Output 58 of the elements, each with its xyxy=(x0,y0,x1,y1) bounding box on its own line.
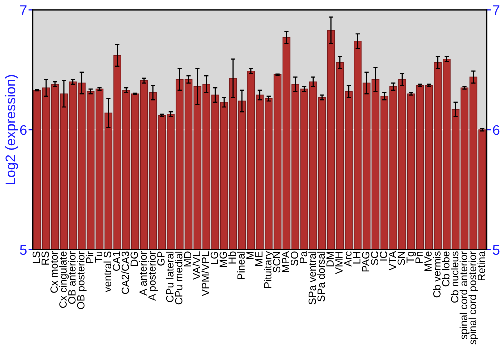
x-tick-label: SO xyxy=(291,252,298,266)
x-tick-label: VTA xyxy=(389,251,396,271)
x-tick-label: SPa dorsal xyxy=(317,252,326,302)
x-tick-label: SPa ventral xyxy=(308,252,316,305)
x-tick-label: Tu xyxy=(95,252,103,263)
x-tick-label: DG xyxy=(130,252,138,266)
x-tick-label: Cb lobe xyxy=(442,252,450,287)
x-tick-label: OB posterior xyxy=(77,251,87,310)
x-tick-label: Pa xyxy=(300,251,308,264)
x-tick-label: Cx cingulate xyxy=(59,252,70,308)
x-tick-label: MG xyxy=(220,252,228,268)
y-tick-label: 5 xyxy=(20,245,27,256)
x-tick-label: DM xyxy=(326,252,334,267)
x-tick-label: A posterior xyxy=(148,251,158,302)
x-tick-label: GP xyxy=(158,252,165,266)
x-tick-label: SCN xyxy=(273,252,281,273)
x-tick-label: CPu medial xyxy=(175,252,183,305)
x-tick-label: Pineal xyxy=(237,252,245,280)
y2-tick-label: 6 xyxy=(493,125,500,136)
x-tick-label: VA/VL xyxy=(192,252,200,280)
x-tick-label: A anterior xyxy=(139,251,148,296)
x-tick-label: LS xyxy=(32,252,40,264)
x-tick-label: Cx motor xyxy=(50,251,58,294)
x-tick-label: M xyxy=(246,252,254,260)
y-axis-title: Log2 (expression) xyxy=(5,75,18,184)
x-tick-label: LH xyxy=(353,252,361,264)
y2-tick-label: 7 xyxy=(493,6,500,16)
x-tick-label: OB anterior xyxy=(68,251,76,304)
x-tick-label: Cb nucleus xyxy=(450,252,459,303)
x-tick-label: PAG xyxy=(362,252,370,272)
x-tick-label: IC xyxy=(380,252,388,261)
y-tick-label: 7 xyxy=(20,6,27,16)
x-tick-label: Arc xyxy=(344,252,352,267)
x-tick-label: VPM/VPL xyxy=(202,252,210,296)
x-tick-label: Pn xyxy=(416,252,423,264)
x-tick-label: Pir xyxy=(86,251,94,264)
y2-tick-label: 5 xyxy=(493,245,500,256)
x-tick-label: ME xyxy=(256,252,263,266)
x-tick-label: MVe xyxy=(424,252,432,272)
x-tick-label: RS xyxy=(42,252,50,265)
x-tick-label: Hb xyxy=(228,252,236,264)
x-tick-label: LG xyxy=(210,252,218,264)
x-tick-label: VMH xyxy=(336,252,343,274)
x-tick-label: SN xyxy=(398,252,406,266)
x-tick-label: Pituitary xyxy=(264,251,274,288)
x-tick-label: spinal cord anterior xyxy=(460,251,470,340)
x-tick-label: Retina xyxy=(478,251,486,281)
x-tick-label: SC xyxy=(371,252,379,266)
x-tick-label: CA2/CA3 xyxy=(122,252,130,294)
x-tick-label: MD xyxy=(184,252,192,267)
x-tick-label: Tg xyxy=(406,252,416,264)
x-tick-label: CPu lateral xyxy=(166,252,174,302)
x-tick-label: Cb vermis xyxy=(433,252,441,298)
x-tick-label: spinal cord posterior xyxy=(468,251,478,345)
y-tick-label: 6 xyxy=(20,125,27,136)
x-tick-label: ventral S xyxy=(104,252,112,292)
x-tick-label: MPA xyxy=(282,251,290,272)
x-tick-label: CA1 xyxy=(112,252,120,272)
